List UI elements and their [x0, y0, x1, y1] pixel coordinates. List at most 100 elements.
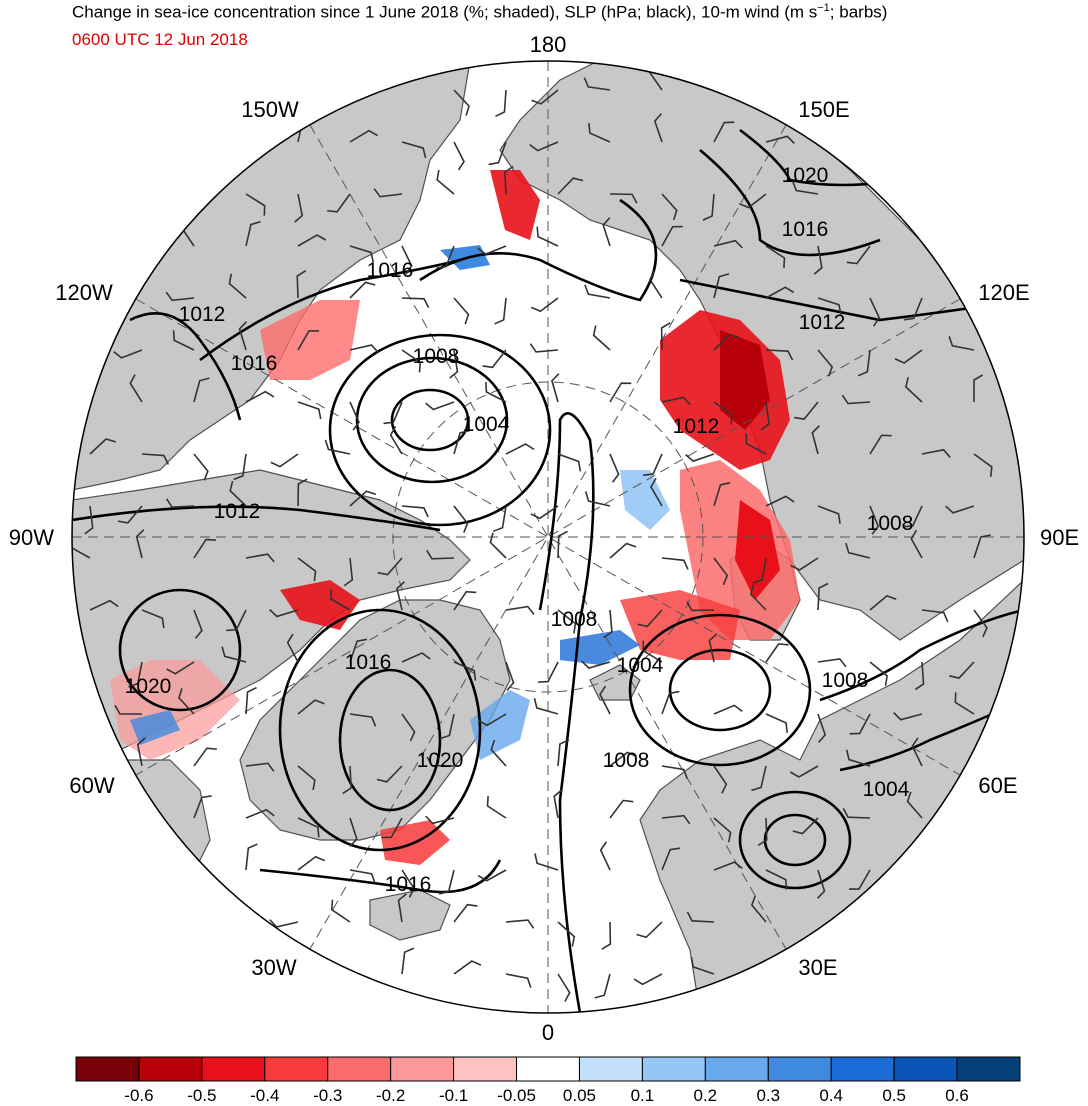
wind-barb [792, 817, 819, 835]
wind-barb [114, 704, 142, 715]
colorbar-tick-label: 0.2 [694, 1086, 718, 1105]
wind-barb [72, 537, 91, 559]
wind-barb [245, 843, 258, 871]
wind-barb [739, 193, 767, 209]
wind-barb [581, 660, 611, 669]
wind-barb [238, 321, 247, 351]
wind-barb [327, 193, 351, 213]
slp-low-barents-1004 [668, 648, 772, 732]
wind-barb [849, 869, 871, 890]
wind-barb [661, 814, 691, 825]
wind-barb [713, 121, 735, 143]
wind-barb [713, 273, 730, 299]
wind-barb [489, 532, 507, 559]
wind-barb [349, 129, 378, 143]
wind-barb [553, 789, 563, 819]
wind-barb [438, 869, 455, 895]
colorbar-swatch [138, 1056, 203, 1082]
wind-barb [661, 847, 681, 871]
wind-barb [557, 177, 584, 195]
wind-barb [609, 751, 637, 767]
wind-barb [226, 609, 247, 632]
wind-barb [296, 270, 307, 299]
wind-barb [297, 401, 322, 420]
wind-barb [765, 286, 795, 299]
wind-barb [426, 756, 455, 767]
colorbar-tick-label: -0.2 [376, 1086, 405, 1105]
slp-label: 1004 [463, 413, 510, 436]
slp-label: 1012 [214, 500, 261, 523]
wind-barb [584, 284, 611, 299]
slp-label: 1020 [417, 749, 464, 772]
wind-barb [478, 713, 507, 727]
wind-barb [649, 270, 663, 299]
colorbar-tick-label: -0.3 [313, 1086, 342, 1105]
wind-barb [193, 453, 209, 481]
wind-barb [973, 534, 991, 559]
wind-barb [349, 869, 376, 884]
wind-barb [505, 973, 532, 988]
wind-barb [193, 795, 212, 819]
wind-barb [229, 480, 247, 507]
wind-barb [349, 817, 358, 847]
wind-barb [690, 956, 715, 975]
colorbar-swatch [390, 1056, 455, 1082]
wind-barb [453, 89, 470, 116]
wind-barb [494, 297, 507, 325]
wind-barb [765, 349, 794, 361]
wind-barb [269, 609, 299, 618]
wind-barb [661, 557, 689, 570]
wind-barb [811, 425, 820, 455]
wind-barb [841, 394, 871, 405]
wind-barb [551, 373, 560, 403]
wind-barb [245, 390, 275, 403]
wind-barb [642, 640, 663, 663]
wind-barb [349, 245, 375, 263]
wind-barb [297, 234, 327, 247]
wind-barb [557, 530, 568, 559]
wind-barb [869, 505, 880, 535]
slp-contour-alaska-1012 [129, 312, 242, 421]
wind-barb [973, 374, 984, 402]
ice-gain-hudson [130, 710, 180, 745]
lon-label-150e: 150E [798, 97, 849, 122]
wind-barb [373, 188, 403, 198]
colorbar-swatch [201, 1056, 266, 1082]
wind-barb [973, 453, 993, 477]
slp-label: 1012 [179, 303, 226, 326]
wind-barb [713, 333, 740, 351]
wind-barbs [72, 62, 993, 1002]
wind-barb [817, 869, 826, 899]
ice-loss-kara-core [735, 500, 780, 600]
wind-barb [661, 225, 683, 247]
slp-low-barents-1008 [628, 613, 812, 767]
colorbar-swatch [75, 1056, 140, 1082]
wind-barb [536, 226, 559, 247]
wind-barb [869, 297, 881, 327]
wind-barb [193, 377, 210, 403]
wind-barb [245, 762, 275, 772]
graticule [72, 61, 1024, 1013]
wind-barb [713, 401, 733, 425]
wind-barb [401, 652, 431, 663]
lon-label-180: 180 [530, 32, 567, 57]
slp-contour-pole-1012 [538, 412, 595, 1013]
wind-barb [869, 434, 892, 455]
wind-barb [377, 557, 403, 576]
wind-barb [921, 448, 951, 458]
wind-barb [685, 453, 715, 463]
wind-barb [765, 869, 788, 890]
map-boundary [71, 60, 1025, 1014]
sea-ice-shading [110, 170, 800, 865]
wind-barb [330, 899, 351, 923]
slp-label: 1016 [231, 352, 278, 375]
colorbar-swatch [893, 1056, 958, 1082]
slp-label: 1004 [863, 778, 910, 801]
wind-barb [401, 245, 413, 275]
wind-barb [533, 698, 559, 715]
wind-barb [906, 791, 923, 819]
wind-barb [349, 713, 377, 727]
wind-barb [557, 609, 577, 634]
wind-barb [557, 921, 576, 947]
